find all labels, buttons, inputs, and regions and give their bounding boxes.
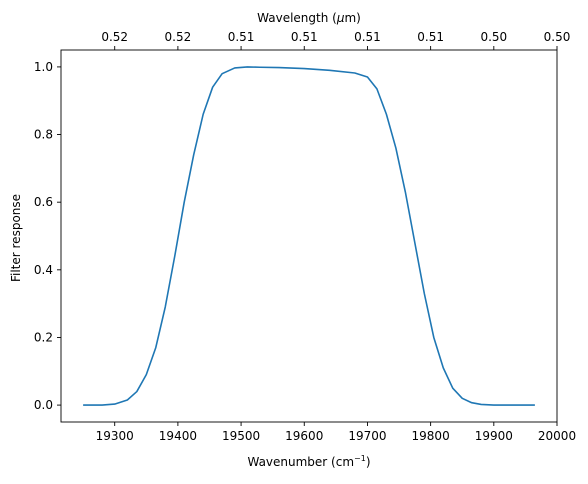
top-x-tick-label: 0.51	[291, 30, 318, 44]
plot-area	[60, 49, 558, 423]
x-tick-label: 20000	[538, 429, 576, 443]
top-x-tick-label: 0.51	[417, 30, 444, 44]
series-line-0	[83, 66, 535, 406]
y-tick-label: 0.8	[34, 128, 53, 142]
y-tick-label: 0.6	[34, 195, 53, 209]
x-tick-label: 19500	[222, 429, 260, 443]
x-tick-label: 19400	[159, 429, 197, 443]
bottom-x-axis: 19300 19400 19500 19600 19700 19800 19900 20000	[96, 422, 576, 443]
top-x-axis: 0.52 0.52 0.51 0.51 0.51 0.51 0.50 0.50	[101, 30, 570, 50]
y-tick-label: 0.0	[34, 398, 53, 412]
x-tick-label: 19800	[412, 429, 450, 443]
x-tick-label: 19700	[348, 429, 386, 443]
x-axis-label: Wavenumber (cm−1)	[247, 454, 370, 469]
top-x-tick-label: 0.50	[544, 30, 571, 44]
x-tick-label: 19600	[285, 429, 323, 443]
top-x-tick-label: 0.52	[165, 30, 192, 44]
y-tick-label: 0.4	[34, 263, 53, 277]
x-tick-label: 19300	[96, 429, 134, 443]
top-x-axis-label: Wavelength (μm)	[257, 11, 361, 25]
top-x-tick-label: 0.51	[228, 30, 255, 44]
top-x-tick-label: 0.51	[354, 30, 381, 44]
y-axis-label: Filter response	[9, 194, 23, 282]
y-tick-label: 1.0	[34, 60, 53, 74]
plot-frame	[60, 49, 558, 423]
top-x-tick-label: 0.52	[101, 30, 128, 44]
x-tick-label: 19900	[475, 429, 513, 443]
y-axis: 0.0 0.2 0.4 0.6 0.8 1.0	[34, 60, 61, 412]
y-tick-label: 0.2	[34, 330, 53, 344]
top-x-tick-label: 0.50	[480, 30, 507, 44]
